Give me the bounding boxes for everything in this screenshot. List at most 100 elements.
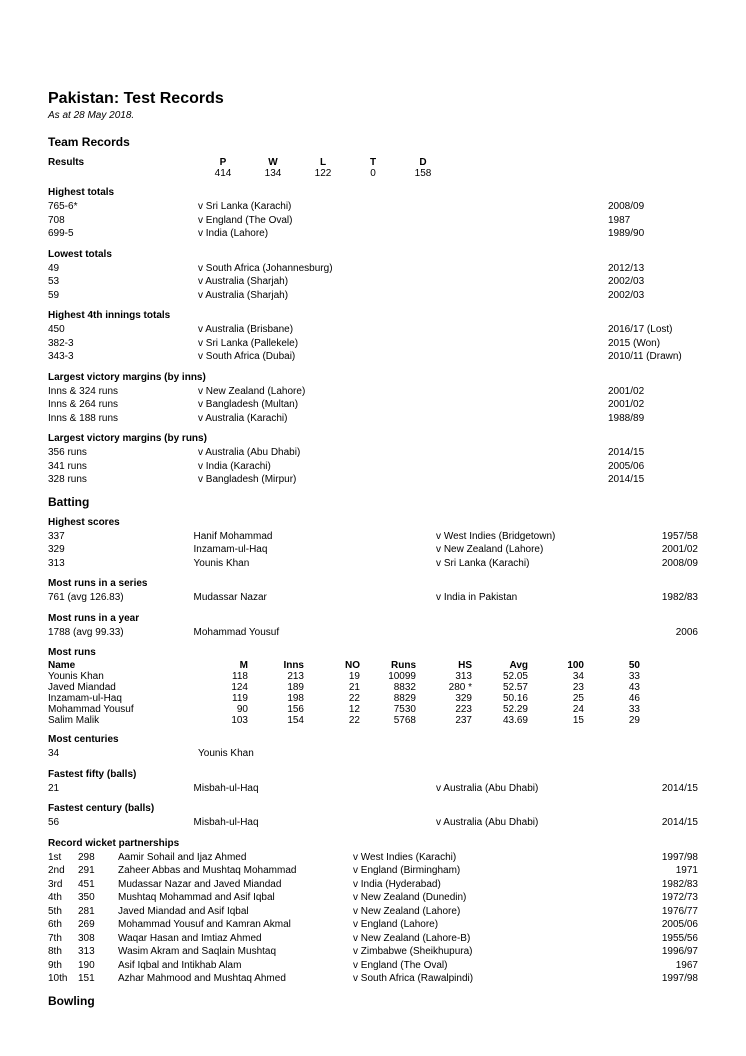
mr-name: Javed Miandad bbox=[48, 682, 198, 693]
most-centuries-heading: Most centuries bbox=[48, 734, 698, 745]
mr-cell: 103 bbox=[198, 715, 254, 726]
record-detail: v India (Lahore) bbox=[198, 227, 538, 241]
table-row: 3rd451Mudassar Nazar and Javed Miandadv … bbox=[48, 878, 698, 892]
score-player: Hanif Mohammad bbox=[194, 530, 437, 544]
partnership-runs: 298 bbox=[78, 851, 118, 865]
mry-versus bbox=[436, 626, 630, 640]
mr-col-100: 100 bbox=[534, 660, 590, 671]
page: Pakistan: Test Records As at 28 May 2018… bbox=[0, 0, 746, 1046]
partnership-versus: v West Indies (Karachi) bbox=[353, 851, 553, 865]
score-versus: v Sri Lanka (Karachi) bbox=[436, 557, 630, 571]
victory_runs-heading: Largest victory margins (by runs) bbox=[48, 433, 698, 444]
record-year: 2001/02 bbox=[608, 385, 698, 399]
wicket-num: 7th bbox=[48, 932, 78, 946]
record-detail: v South Africa (Johannesburg) bbox=[198, 262, 538, 276]
mr-cell: 24 bbox=[534, 704, 590, 715]
mr-cell: 198 bbox=[254, 693, 310, 704]
record-value: 59 bbox=[48, 289, 198, 303]
mr-cell: 10099 bbox=[366, 671, 422, 682]
record-detail: v New Zealand (Lahore) bbox=[198, 385, 538, 399]
mr-name: Salim Malik bbox=[48, 715, 198, 726]
mr-cell: 7530 bbox=[366, 704, 422, 715]
record-value: 382-3 bbox=[48, 337, 198, 351]
record-year: 2002/03 bbox=[608, 289, 698, 303]
results-col-l: L bbox=[298, 157, 348, 168]
table-row: 343-3v South Africa (Dubai)2010/11 (Draw… bbox=[48, 350, 698, 364]
table-row: 708v England (The Oval)1987 bbox=[48, 214, 698, 228]
record-value: 708 bbox=[48, 214, 198, 228]
record-detail: v Australia (Abu Dhabi) bbox=[198, 446, 538, 460]
partnership-versus: v New Zealand (Dunedin) bbox=[353, 891, 553, 905]
results-col-w: W bbox=[248, 157, 298, 168]
as-of-date: As at 28 May 2018. bbox=[48, 110, 698, 121]
table-row: 337Hanif Mohammadv West Indies (Bridgeto… bbox=[48, 530, 698, 544]
mr-cell: 118 bbox=[198, 671, 254, 682]
ff-versus: v Australia (Abu Dhabi) bbox=[436, 782, 630, 796]
partnership-versus: v England (Lahore) bbox=[353, 918, 553, 932]
wicket-num: 2nd bbox=[48, 864, 78, 878]
results-header-row: Results P W L T D bbox=[48, 157, 698, 168]
mr-cell: 29 bbox=[590, 715, 646, 726]
table-row: Younis Khan118213191009931352.053433 bbox=[48, 671, 698, 682]
record-year: 2012/13 bbox=[608, 262, 698, 276]
record-detail: v England (The Oval) bbox=[198, 214, 538, 228]
table-row: Salim Malik10315422576823743.691529 bbox=[48, 715, 698, 726]
mr-cell: 22 bbox=[310, 715, 366, 726]
mr-cell: 156 bbox=[254, 704, 310, 715]
results-values-row: 414 134 122 0 158 bbox=[48, 168, 698, 179]
mr-cell: 223 bbox=[422, 704, 478, 715]
ff-year: 2014/15 bbox=[630, 782, 698, 796]
mr-cell: 5768 bbox=[366, 715, 422, 726]
score-year: 1957/58 bbox=[630, 530, 698, 544]
mr-cell: 46 bbox=[590, 693, 646, 704]
mr-col-hs: HS bbox=[422, 660, 478, 671]
mc-value: 34 bbox=[48, 747, 198, 761]
score-player: Younis Khan bbox=[194, 557, 437, 571]
mr-name: Mohammad Yousuf bbox=[48, 704, 198, 715]
mr-cell: 23 bbox=[534, 682, 590, 693]
most-runs-header-row: Name M Inns NO Runs HS Avg 100 50 bbox=[48, 660, 698, 671]
wicket-num: 5th bbox=[48, 905, 78, 919]
mrs-player: Mudassar Nazar bbox=[194, 591, 437, 605]
record-value: Inns & 264 runs bbox=[48, 398, 198, 412]
fc-player: Misbah-ul-Haq bbox=[194, 816, 437, 830]
mry-year: 2006 bbox=[630, 626, 698, 640]
table-row: Inzamam-ul-Haq11919822882932950.162546 bbox=[48, 693, 698, 704]
partnership-versus: v India (Hyderabad) bbox=[353, 878, 553, 892]
partnership-versus: v New Zealand (Lahore) bbox=[353, 905, 553, 919]
table-row: 341 runsv India (Karachi)2005/06 bbox=[48, 460, 698, 474]
record-detail: v Sri Lanka (Karachi) bbox=[198, 200, 538, 214]
partnership-year: 1997/98 bbox=[553, 972, 698, 986]
results-val-t: 0 bbox=[348, 168, 398, 179]
mr-col-avg: Avg bbox=[478, 660, 534, 671]
mr-cell: 34 bbox=[534, 671, 590, 682]
record-value: 356 runs bbox=[48, 446, 198, 460]
most-runs-heading: Most runs bbox=[48, 647, 698, 658]
record-value: 450 bbox=[48, 323, 198, 337]
record-year: 2008/09 bbox=[608, 200, 698, 214]
partnership-players: Javed Miandad and Asif Iqbal bbox=[118, 905, 353, 919]
partnership-players: Mudassar Nazar and Javed Miandad bbox=[118, 878, 353, 892]
record-detail: v Australia (Sharjah) bbox=[198, 275, 538, 289]
record-value: 343-3 bbox=[48, 350, 198, 364]
fastest-century-row: 56 Misbah-ul-Haq v Australia (Abu Dhabi)… bbox=[48, 816, 698, 830]
wicket-num: 1st bbox=[48, 851, 78, 865]
highest_totals-heading: Highest totals bbox=[48, 187, 698, 198]
mr-cell: 33 bbox=[590, 704, 646, 715]
partnership-runs: 350 bbox=[78, 891, 118, 905]
mr-cell: 12 bbox=[310, 704, 366, 715]
mr-col-m: M bbox=[198, 660, 254, 671]
record-year: 2010/11 (Drawn) bbox=[608, 350, 698, 364]
mr-cell: 19 bbox=[310, 671, 366, 682]
most-runs-series-heading: Most runs in a series bbox=[48, 578, 698, 589]
results-col-d: D bbox=[398, 157, 448, 168]
results-val-w: 134 bbox=[248, 168, 298, 179]
partnership-players: Waqar Hasan and Imtiaz Ahmed bbox=[118, 932, 353, 946]
mr-cell: 52.57 bbox=[478, 682, 534, 693]
mr-cell: 52.05 bbox=[478, 671, 534, 682]
record-detail: v Australia (Sharjah) bbox=[198, 289, 538, 303]
partnership-runs: 451 bbox=[78, 878, 118, 892]
mr-col-runs: Runs bbox=[366, 660, 422, 671]
record-year: 2001/02 bbox=[608, 398, 698, 412]
table-row: 1st298Aamir Sohail and Ijaz Ahmedv West … bbox=[48, 851, 698, 865]
